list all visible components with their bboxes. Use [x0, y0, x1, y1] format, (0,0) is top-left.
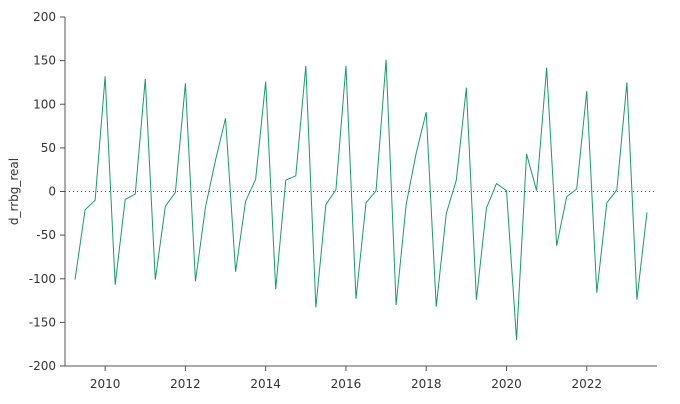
data-point: [105, 76, 106, 77]
data-point: [245, 200, 246, 201]
x-tick-label: 2012: [170, 377, 201, 391]
data-point: [486, 207, 487, 208]
x-tick-label: 2020: [491, 377, 522, 391]
data-point: [175, 192, 176, 193]
series-line: [74, 59, 648, 340]
data-point: [436, 306, 437, 307]
data-point: [84, 209, 85, 210]
data-point: [165, 206, 166, 207]
y-tick-label: -100: [29, 272, 56, 286]
y-tick-label: 0: [48, 185, 56, 199]
data-point: [225, 118, 226, 119]
data-point: [606, 202, 607, 203]
data-point: [516, 339, 517, 340]
data-point: [556, 245, 557, 246]
y-tick-label: 150: [33, 54, 56, 68]
data-point: [315, 307, 316, 308]
y-tick-label: 100: [33, 97, 56, 111]
data-point: [355, 298, 356, 299]
data-point: [235, 271, 236, 272]
y-tick-label: -150: [29, 315, 56, 329]
data-point: [586, 91, 587, 92]
data-point: [476, 299, 477, 300]
data-point: [566, 196, 567, 197]
data-point: [636, 299, 637, 300]
data-point: [385, 59, 386, 60]
data-point: [546, 67, 547, 68]
data-point: [496, 183, 497, 184]
y-tick-label: -50: [36, 228, 56, 242]
data-point: [275, 289, 276, 290]
x-tick-label: 2016: [331, 377, 362, 391]
data-point: [576, 188, 577, 189]
data-point: [466, 87, 467, 88]
x-tick-label: 2014: [250, 377, 281, 391]
data-point: [396, 304, 397, 305]
series-layer: [74, 59, 648, 340]
data-point: [135, 194, 136, 195]
y-tick-label: 200: [33, 10, 56, 24]
data-point: [506, 190, 507, 191]
data-point: [95, 200, 96, 201]
data-point: [426, 112, 427, 113]
data-point: [185, 83, 186, 84]
data-point: [616, 189, 617, 190]
data-point: [115, 284, 116, 285]
y-axis-label: d_rrbg_real: [7, 158, 21, 225]
data-point: [125, 199, 126, 200]
data-point: [456, 180, 457, 181]
data-point: [255, 179, 256, 180]
x-tick-label: 2018: [411, 377, 442, 391]
data-point: [345, 65, 346, 66]
data-point: [335, 189, 336, 190]
data-point: [365, 202, 366, 203]
data-point: [215, 159, 216, 160]
data-point: [295, 175, 296, 176]
ticks: -200 -150 -100 -50 0 50 100 150 200 2010 2012 2014 2…: [29, 10, 602, 391]
data-point: [446, 213, 447, 214]
data-point: [406, 204, 407, 205]
data-point: [265, 81, 266, 82]
data-point: [74, 279, 75, 280]
y-tick-label: 50: [41, 141, 56, 155]
data-point: [526, 153, 527, 154]
x-tick-label: 2022: [571, 377, 602, 391]
data-point: [145, 78, 146, 79]
data-point: [155, 279, 156, 280]
data-point: [536, 190, 537, 191]
data-point: [626, 82, 627, 83]
data-point: [375, 190, 376, 191]
data-point: [646, 212, 647, 213]
data-point: [205, 207, 206, 208]
data-point: [305, 65, 306, 66]
x-tick-label: 2010: [90, 377, 121, 391]
data-point: [285, 180, 286, 181]
y-tick-label: -200: [29, 359, 56, 373]
data-point: [195, 281, 196, 282]
data-point: [325, 204, 326, 205]
data-point: [416, 153, 417, 154]
data-point: [596, 292, 597, 293]
